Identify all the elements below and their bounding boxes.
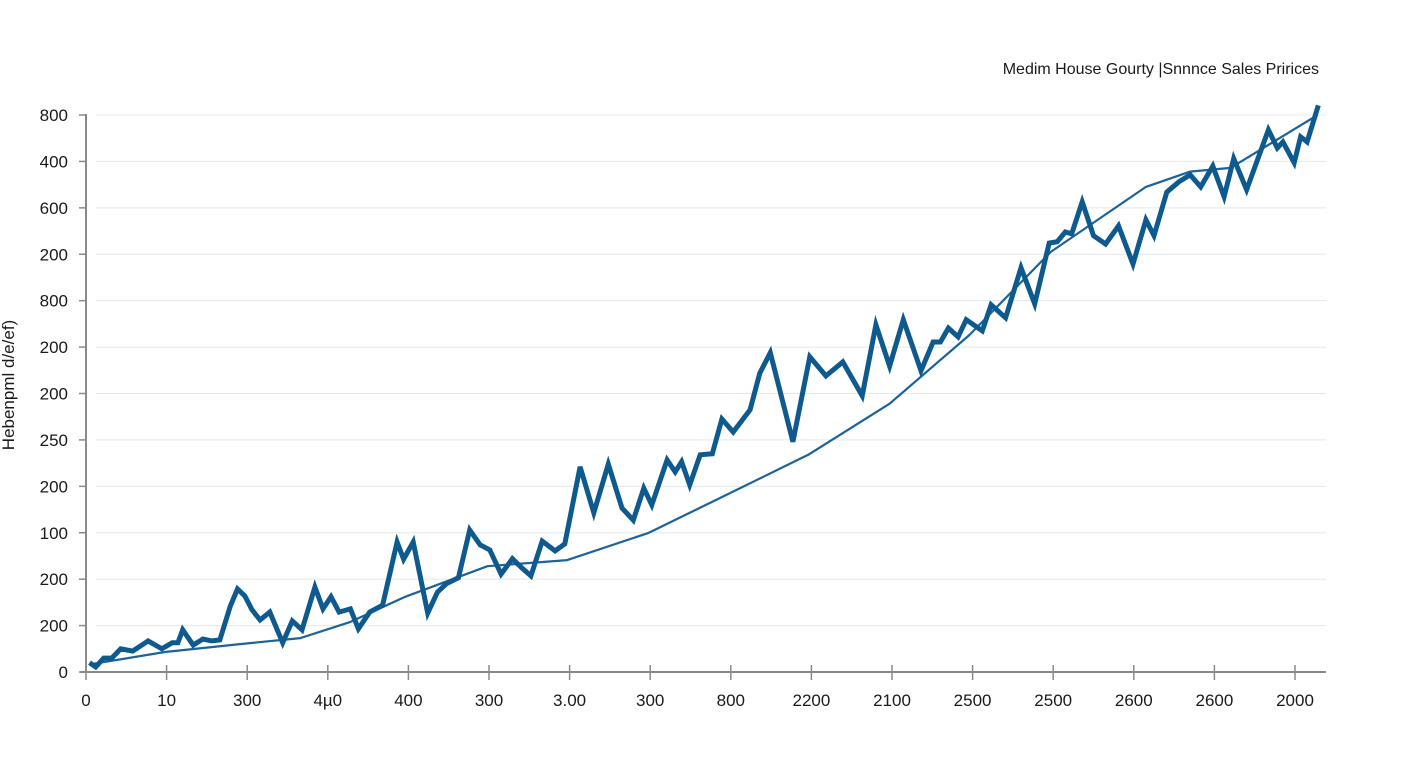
chart-title: Medim House Gourty |Snnnce Sales Pririce…	[1003, 61, 1319, 78]
x-tick-label: 2600	[1195, 691, 1233, 710]
y-tick-label: 250	[40, 431, 68, 450]
y-tick-label: 400	[40, 152, 68, 171]
y-tick-label: 200	[40, 245, 68, 264]
y-tick-label: 600	[40, 199, 68, 218]
trend-line	[91, 114, 1319, 666]
x-tick-label: 10	[157, 691, 176, 710]
x-tick-label: 2000	[1276, 691, 1314, 710]
y-tick-label: 800	[40, 292, 68, 311]
x-tick-label: 300	[636, 691, 664, 710]
y-tick-label: 200	[40, 570, 68, 589]
y-tick-label: 200	[40, 477, 68, 496]
x-tick-label: 3.00	[553, 691, 586, 710]
x-tick-label: 2200	[792, 691, 830, 710]
x-tick-label: 300	[475, 691, 503, 710]
x-tick-label: 0	[81, 691, 90, 710]
y-tick-label: 200	[40, 617, 68, 636]
x-tick-label: 2500	[954, 691, 992, 710]
y-axis-ticks: 0 200 200 100 200 250 200 200 800 200 600 400 800	[40, 106, 86, 682]
y-tick-label: 800	[40, 106, 68, 125]
price-series	[88, 104, 1321, 671]
x-tick-label: 4µ0	[313, 691, 342, 710]
x-tick-label: 2100	[873, 691, 911, 710]
y-tick-label: 0	[59, 663, 68, 682]
x-tick-label: 800	[717, 691, 745, 710]
y-tick-label: 100	[40, 524, 68, 543]
y-tick-label: 200	[40, 385, 68, 404]
x-tick-label: 300	[233, 691, 261, 710]
gridlines	[96, 114, 1326, 627]
y-tick-label: 200	[40, 338, 68, 357]
x-tick-label: 2500	[1034, 691, 1072, 710]
price-line	[88, 104, 1321, 671]
y-axis-label: Hebenpml d/e/ef)	[0, 320, 18, 450]
x-axis-ticks: 0 10 300 4µ0 400 300 3.00 300 800 2200 2100 2500 250…	[81, 665, 1314, 710]
x-tick-label: 400	[394, 691, 422, 710]
x-tick-label: 2600	[1115, 691, 1153, 710]
trend-series	[91, 114, 1319, 666]
